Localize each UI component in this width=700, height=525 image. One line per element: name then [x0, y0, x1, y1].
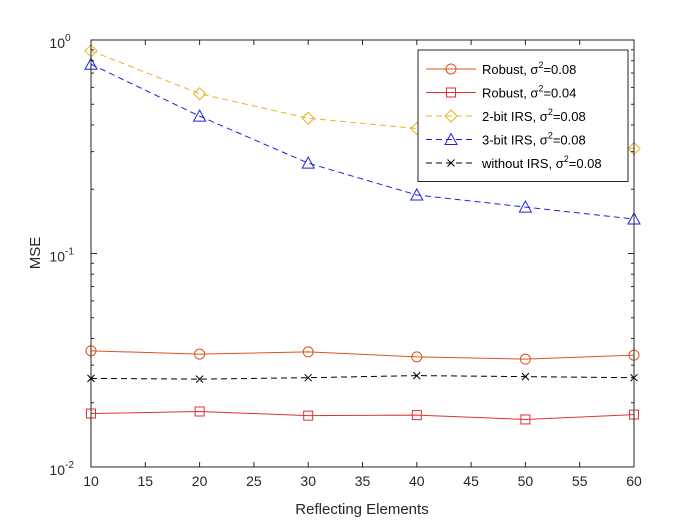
x-tick-label: 40: [409, 473, 425, 489]
legend-entry-2: Robust, σ2=0.04: [482, 84, 576, 101]
series-5-point: [521, 372, 530, 381]
series-4-point: [409, 187, 424, 201]
legend-marker-1: [445, 63, 457, 75]
legend-entry-3: 2-bit IRS, σ2=0.08: [482, 107, 586, 124]
series-4-point: [518, 200, 533, 213]
series-1-line: [90, 350, 635, 360]
legend-entry-1: Robust, σ2=0.08: [482, 60, 576, 77]
x-tick-label: 10: [83, 473, 99, 489]
series-2-point: [520, 414, 531, 425]
series-2-point: [194, 406, 205, 417]
series-3-point: [301, 111, 315, 125]
series-2-point: [303, 410, 314, 421]
series-2-point: [411, 410, 422, 421]
x-tick-label: 15: [138, 473, 154, 489]
y-tick-label: 10-2: [49, 460, 74, 478]
series-1-point: [194, 348, 206, 360]
legend-marker-5: [447, 159, 455, 167]
x-tick-label: 35: [355, 473, 371, 489]
series-5-point: [412, 371, 421, 380]
series-4-point: [192, 109, 207, 122]
series-5-point: [195, 375, 204, 383]
legend-marker-3: [444, 109, 458, 123]
y-tick-label: 100: [49, 33, 71, 51]
legend-entry-4: 3-bit IRS, σ2=0.08: [482, 131, 586, 148]
legend-entry-5: without IRS, σ2=0.08: [481, 154, 602, 171]
x-tick-label: 55: [572, 473, 588, 489]
y-tick-label: 10-1: [49, 247, 74, 265]
series-4-point: [301, 156, 316, 169]
legend-marker-2: [446, 87, 456, 98]
series-1-point: [519, 353, 531, 365]
series-5-point: [304, 373, 313, 382]
x-tick-label: 45: [463, 473, 479, 489]
x-tick-label: 30: [300, 473, 316, 489]
x-tick-label: 20: [192, 473, 208, 489]
series-5-line: [90, 375, 635, 380]
legend-box: [417, 49, 629, 182]
series-4-line: [90, 63, 635, 220]
series-2-line: [90, 410, 635, 420]
x-tick-label: 50: [518, 473, 534, 489]
series-1-point: [302, 346, 314, 358]
x-tick-label: 60: [626, 473, 642, 489]
legend-marker-4: [444, 132, 458, 145]
series-3-point: [192, 87, 207, 101]
series-1-point: [411, 351, 423, 363]
y-axis-label: MSE: [27, 237, 44, 270]
legend: Robust, σ2=0.08 Robust, σ2=0.04 2-bit IRS,…: [417, 49, 629, 182]
x-tick-label: 25: [246, 473, 262, 489]
x-axis-label: Reflecting Elements: [295, 501, 428, 518]
